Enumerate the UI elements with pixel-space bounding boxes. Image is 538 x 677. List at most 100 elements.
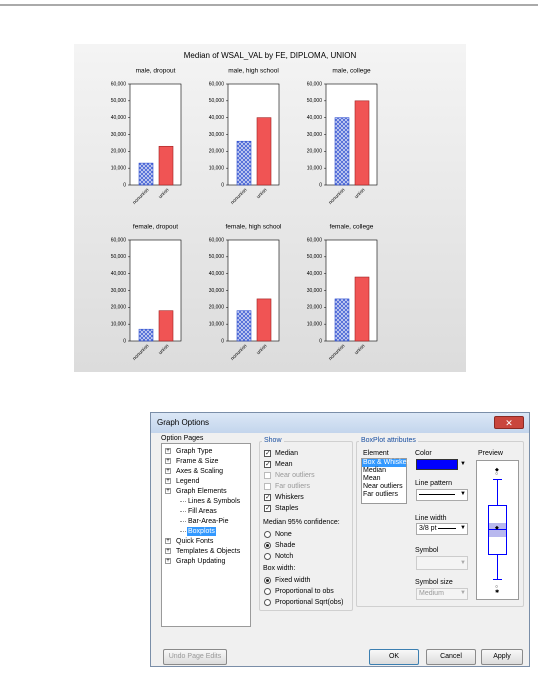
tree-item[interactable]: Lines & Symbols bbox=[188, 498, 241, 505]
tree-item[interactable]: Graph Elements bbox=[176, 488, 227, 495]
panel-title: female, college bbox=[330, 224, 374, 231]
color-swatch[interactable] bbox=[416, 459, 458, 470]
tree-expander[interactable]: + bbox=[165, 488, 171, 494]
y-tick-label: 40,000 bbox=[111, 115, 127, 121]
tree-expander[interactable]: + bbox=[165, 448, 171, 454]
checkbox bbox=[264, 483, 271, 490]
preview-staple bbox=[493, 479, 502, 480]
plot-area bbox=[227, 83, 280, 186]
tree-item[interactable]: Fill Areas bbox=[188, 508, 217, 515]
element-label: Element bbox=[363, 450, 389, 457]
checkbox-label: Staples bbox=[275, 505, 299, 512]
tree-expander[interactable]: + bbox=[165, 478, 171, 484]
y-tick-label: 60,000 bbox=[307, 81, 323, 87]
symbol-size-dropdown bbox=[416, 588, 468, 600]
symbol-size-value: Medium bbox=[419, 590, 444, 597]
dropdown-arrow: ▼ bbox=[460, 560, 466, 566]
button[interactable]: Cancel bbox=[426, 649, 476, 665]
close-button[interactable]: ✕ bbox=[494, 416, 524, 429]
tree-item[interactable]: Quick Fonts bbox=[176, 538, 214, 545]
tree-item[interactable]: Legend bbox=[176, 478, 200, 485]
radio[interactable] bbox=[264, 599, 271, 606]
option-pages-label: Option Pages bbox=[161, 435, 204, 442]
radio-label[interactable]: None bbox=[275, 531, 292, 538]
dialog: Graph Options ✕ Option Pages + Graph Type +… bbox=[150, 412, 530, 667]
y-tick-label: 30,000 bbox=[111, 288, 127, 294]
element-item[interactable]: Near outliers bbox=[363, 483, 403, 490]
tree-item[interactable]: Axes & Scaling bbox=[176, 468, 224, 475]
y-tick-label: 50,000 bbox=[111, 254, 127, 260]
y-tick-label: 60,000 bbox=[209, 237, 225, 243]
y-tick-label: 40,000 bbox=[307, 115, 323, 121]
checkbox[interactable]: ✓ bbox=[264, 450, 271, 457]
line-width-dropdown[interactable] bbox=[416, 523, 468, 535]
tree-expander[interactable]: + bbox=[165, 468, 171, 474]
bar bbox=[236, 310, 252, 342]
radio[interactable] bbox=[264, 588, 271, 595]
tree-expander[interactable]: + bbox=[165, 538, 171, 544]
y-tick-label: 30,000 bbox=[307, 288, 323, 294]
preview-box-shape bbox=[488, 505, 507, 555]
tree-expander[interactable]: + bbox=[165, 548, 171, 554]
tree-item[interactable]: Boxplots bbox=[187, 527, 216, 536]
radio-label[interactable]: Shade bbox=[275, 542, 296, 549]
tree-connector bbox=[180, 511, 186, 512]
attributes-group bbox=[356, 441, 524, 607]
dialog-title: Graph Options bbox=[157, 418, 210, 427]
radio[interactable] bbox=[264, 553, 271, 560]
radio-group-label: Median 95% confidence: bbox=[263, 519, 340, 526]
preview-staple bbox=[493, 579, 502, 580]
y-tick-label: 0 bbox=[123, 182, 126, 188]
element-item[interactable]: Median bbox=[363, 467, 386, 474]
checkbox[interactable]: ✓ bbox=[264, 505, 271, 512]
tree-item[interactable]: Graph Type bbox=[176, 448, 213, 455]
bar bbox=[158, 310, 174, 342]
radio[interactable] bbox=[264, 531, 271, 538]
element-item[interactable]: Mean bbox=[363, 475, 381, 482]
symbol-label: Symbol bbox=[415, 547, 439, 554]
radio-label[interactable]: Notch bbox=[275, 553, 294, 560]
radio-label[interactable]: Fixed width bbox=[275, 577, 311, 584]
y-tick-label: 20,000 bbox=[111, 305, 127, 311]
y-tick-label: 10,000 bbox=[307, 165, 323, 171]
tree-item[interactable]: Templates & Objects bbox=[176, 548, 241, 555]
y-tick-label: 40,000 bbox=[209, 115, 225, 121]
preview-whisker bbox=[497, 555, 498, 579]
button[interactable]: OK bbox=[369, 649, 419, 665]
tree-expander[interactable]: + bbox=[165, 458, 171, 464]
tree-expander[interactable]: + bbox=[165, 558, 171, 564]
element-item[interactable]: Box & Whisker bbox=[362, 459, 409, 467]
plot-area bbox=[325, 83, 378, 186]
tree-item[interactable]: Frame & Size bbox=[176, 458, 219, 465]
figure-title: Median of WSAL_VAL by FE, DIPLOMA, UNION bbox=[184, 51, 357, 60]
radio-label[interactable]: Proportional to obs bbox=[275, 588, 334, 595]
y-tick-label: 50,000 bbox=[111, 98, 127, 104]
radio-label[interactable]: Proportional Sqrt(obs) bbox=[275, 599, 344, 606]
y-tick-label: 60,000 bbox=[111, 237, 127, 243]
element-item[interactable]: Far outliers bbox=[363, 491, 399, 498]
y-tick-label: 0 bbox=[221, 338, 224, 344]
preview-mean: ◆ bbox=[495, 525, 499, 531]
line-pattern-dropdown[interactable] bbox=[416, 489, 468, 501]
plot-area bbox=[325, 239, 378, 342]
plot-area bbox=[129, 239, 182, 342]
button[interactable]: Apply bbox=[481, 649, 523, 665]
tree-item[interactable]: Graph Updating bbox=[176, 558, 226, 565]
checkbox[interactable]: ✓ bbox=[264, 494, 271, 501]
tree-item[interactable]: Bar-Area-Pie bbox=[188, 518, 229, 525]
y-tick-label: 60,000 bbox=[307, 237, 323, 243]
dropdown-arrow: ▼ bbox=[460, 525, 466, 531]
preview-symbol: ○ bbox=[495, 584, 499, 590]
y-tick-label: 20,000 bbox=[307, 305, 323, 311]
show-label: Show bbox=[262, 437, 284, 444]
y-tick-label: 40,000 bbox=[111, 271, 127, 277]
preview-label: Preview bbox=[478, 450, 503, 457]
y-tick-label: 60,000 bbox=[111, 81, 127, 87]
symbol-dropdown bbox=[416, 556, 468, 570]
y-tick-label: 10,000 bbox=[307, 321, 323, 327]
checkbox[interactable]: ✓ bbox=[264, 461, 271, 468]
panel-title: male, college bbox=[332, 68, 371, 75]
y-tick-label: 60,000 bbox=[209, 81, 225, 87]
y-tick-label: 10,000 bbox=[209, 321, 225, 327]
